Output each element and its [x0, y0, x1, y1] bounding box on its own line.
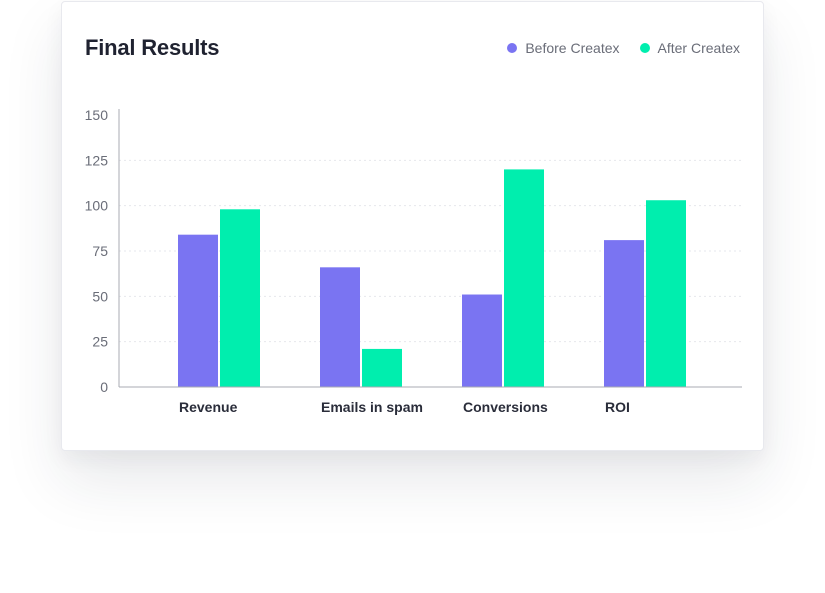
bar-before[interactable] — [320, 267, 360, 387]
x-category-label: ROI — [605, 399, 630, 415]
y-tick-label: 100 — [85, 198, 109, 214]
y-tick-label: 0 — [100, 379, 108, 395]
bars — [178, 169, 686, 387]
x-category-label: Revenue — [179, 399, 238, 415]
axes — [118, 109, 742, 388]
x-category-label: Emails in spam — [321, 399, 423, 415]
labels: 0 25 50 75 100 125 150 Revenue Emails in spam Con… — [85, 107, 630, 415]
bar-after[interactable] — [362, 348, 402, 387]
chart-title: Final Results — [85, 35, 220, 60]
bar-before[interactable] — [604, 240, 644, 387]
results-card: Final Results Before Createx After Creat… — [61, 1, 764, 451]
bar-after[interactable] — [504, 169, 544, 387]
y-tick-label: 125 — [85, 152, 109, 168]
legend-swatch-before — [507, 43, 518, 53]
legend-item-after[interactable]: After Createx — [639, 40, 740, 56]
y-tick-label: 150 — [85, 107, 109, 123]
y-tick-label: 25 — [92, 334, 108, 350]
legend-label-before: Before Createx — [525, 40, 620, 56]
bar-before[interactable] — [462, 294, 502, 387]
bar-chart: 0 25 50 75 100 125 150 Revenue Emails in spam Con… — [85, 107, 742, 415]
y-tick-label: 50 — [92, 288, 108, 304]
chart-legend: Before Createx After Createx — [487, 40, 740, 56]
legend-item-before[interactable]: Before Createx — [507, 40, 620, 56]
grid-lines — [119, 159, 742, 343]
legend-label-after: After Createx — [657, 40, 740, 56]
legend-swatch-after — [639, 43, 650, 53]
x-category-label: Conversions — [463, 399, 548, 415]
bar-after[interactable] — [220, 209, 260, 387]
y-tick-label: 75 — [92, 243, 108, 259]
bar-after[interactable] — [646, 200, 686, 387]
bar-before[interactable] — [178, 234, 218, 387]
